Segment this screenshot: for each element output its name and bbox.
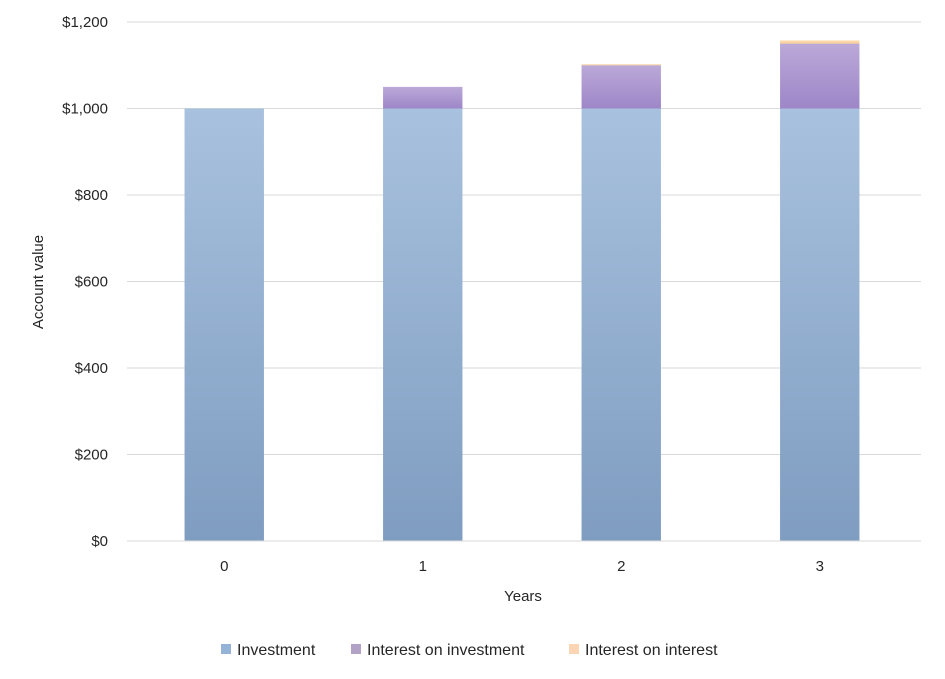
legend-swatch <box>221 644 231 654</box>
x-tick-label: 1 <box>419 558 427 575</box>
y-tick-label: $800 <box>75 187 108 204</box>
bars <box>184 40 860 541</box>
bar-segment-interest-on-investment <box>383 86 463 109</box>
y-axis-title: Account value <box>30 235 47 329</box>
bar-segment-investment <box>383 108 463 541</box>
legend-item-interest-on-interest: Interest on interest <box>569 642 718 659</box>
x-axis-title: Years <box>504 588 542 605</box>
bar-segment-investment <box>581 108 661 541</box>
bar-segment-investment <box>184 108 264 541</box>
legend-label: Interest on investment <box>367 642 525 659</box>
bar-segment-interest-on-interest <box>581 64 661 66</box>
y-axis-tick-labels: $0 $200 $400 $600 $800 $1,000 $1,200 <box>62 14 108 550</box>
bar-segment-interest-on-interest <box>780 40 860 44</box>
legend-item-investment: Investment <box>221 642 316 659</box>
x-tick-label: 0 <box>220 558 228 575</box>
y-tick-label: $200 <box>75 447 108 464</box>
legend-swatch <box>351 644 361 654</box>
y-tick-label: $600 <box>75 274 108 291</box>
y-tick-label: $0 <box>91 533 108 550</box>
legend-item-interest-on-investment: Interest on investment <box>351 642 525 659</box>
y-tick-label: $400 <box>75 360 108 377</box>
legend-swatch <box>569 644 579 654</box>
bar-segment-interest-on-investment <box>780 43 860 109</box>
x-tick-label: 3 <box>816 558 824 575</box>
legend: Investment Interest on investment Interest… <box>221 642 718 659</box>
legend-label: Interest on interest <box>585 642 718 659</box>
y-tick-label: $1,000 <box>62 101 108 118</box>
legend-label: Investment <box>237 642 316 659</box>
x-tick-label: 2 <box>617 558 625 575</box>
bar-segment-interest-on-investment <box>581 65 661 109</box>
x-axis-tick-labels: 0 1 2 3 <box>220 558 824 575</box>
bar-segment-investment <box>780 108 860 541</box>
y-tick-label: $1,200 <box>62 14 108 31</box>
